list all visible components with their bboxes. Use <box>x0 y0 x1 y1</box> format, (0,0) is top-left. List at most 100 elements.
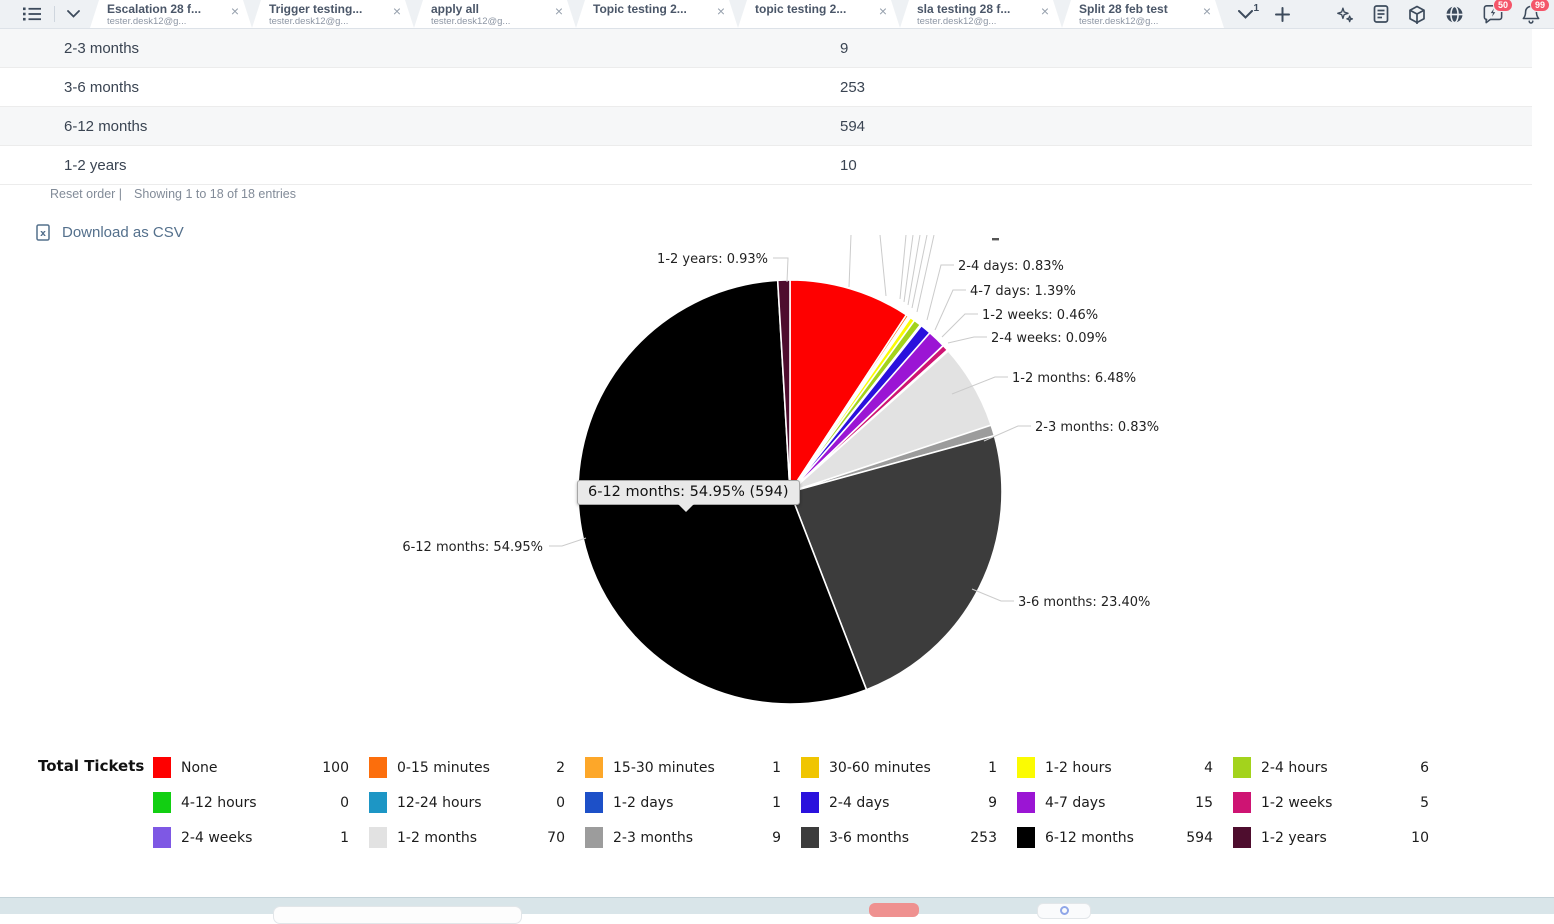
tab-overflow-chevron-icon[interactable]: 1 <box>1238 3 1259 19</box>
sparkles-icon[interactable] <box>1335 5 1354 24</box>
tab-title: Escalation 28 f... <box>107 3 202 16</box>
pie-label-6-12-months: 6-12 months: 54.95% <box>402 540 543 555</box>
leader-line <box>549 537 587 547</box>
chevron-down-icon[interactable] <box>67 10 80 18</box>
legend-swatch <box>369 792 387 813</box>
bottom-bar <box>0 897 1554 924</box>
legend-swatch <box>585 757 603 778</box>
legend-item[interactable]: 15-30 minutes 1 <box>585 750 801 785</box>
chart-tooltip: 6-12 months: 54.95% (594) <box>577 480 800 514</box>
legend-item[interactable]: 1-2 years 10 <box>1233 820 1449 855</box>
pie-label-3-6-months: 3-6 months: 23.40% <box>1018 595 1150 610</box>
leader-line <box>934 289 966 331</box>
divider <box>54 6 55 22</box>
legend-item[interactable]: 4-12 hours 0 <box>153 785 369 820</box>
leader-line <box>926 264 954 321</box>
tab-4[interactable]: Topic testing 2... × <box>576 0 738 28</box>
legend-item[interactable]: 30-60 minutes 1 <box>801 750 1017 785</box>
table-row[interactable]: 6-12 months 594 <box>0 107 1532 146</box>
pie-slice-none[interactable] <box>789 279 908 495</box>
reset-order-link[interactable]: Reset order | <box>50 187 123 201</box>
legend-item[interactable]: 12-24 hours 0 <box>369 785 585 820</box>
legend-item[interactable]: 2-3 months 9 <box>585 820 801 855</box>
tab-close-icon[interactable]: × <box>716 3 725 19</box>
table-row[interactable]: 1-2 years 10 <box>0 146 1532 185</box>
list-view-icon[interactable] <box>22 6 42 22</box>
bottom-pink-button[interactable] <box>869 903 919 917</box>
download-csv-button[interactable]: x Download as CSV <box>36 224 184 241</box>
legend-item[interactable]: 2-4 weeks 1 <box>153 820 369 855</box>
chart-legend: None 100 0-15 minutes 2 15-30 minutes 1 30-60 … <box>153 750 1449 855</box>
chat-bolt-icon[interactable]: 50 <box>1483 0 1513 24</box>
legend-value: 594 <box>1186 829 1213 846</box>
legend-item[interactable]: 0-15 minutes 2 <box>369 750 585 785</box>
legend-label: 12-24 hours <box>397 794 482 811</box>
tab-3[interactable]: apply all tester.desk12@g... × <box>414 0 576 28</box>
legend-swatch <box>153 757 171 778</box>
leader-line <box>951 376 1008 395</box>
document-icon[interactable] <box>1373 5 1389 23</box>
cube-icon[interactable] <box>1408 5 1426 24</box>
tab-close-icon[interactable]: × <box>392 3 401 19</box>
pie-slice-3-6-months[interactable] <box>788 434 1003 691</box>
bottom-button-icon <box>1059 906 1069 915</box>
tab-close-icon[interactable]: × <box>878 3 887 19</box>
row-label: 3-6 months <box>64 78 140 96</box>
pie-label-2-4-weeks: 2-4 weeks: 0.09% <box>991 331 1107 346</box>
tab-close-icon[interactable]: × <box>230 3 239 19</box>
legend-swatch <box>1017 792 1035 813</box>
legend-item[interactable]: 1-2 days 1 <box>585 785 801 820</box>
table-row[interactable]: 3-6 months 253 <box>0 68 1532 107</box>
tab-7[interactable]: Split 28 feb test tester.desk12@g... × <box>1062 0 1224 28</box>
legend-title: Total Tickets <box>38 757 145 775</box>
tab-close-icon[interactable]: × <box>1202 3 1211 19</box>
legend-swatch <box>369 757 387 778</box>
legend-value: 0 <box>556 794 565 811</box>
legend-item[interactable]: 1-2 hours 4 <box>1017 750 1233 785</box>
new-tab-plus-icon[interactable] <box>1275 6 1290 22</box>
legend-item[interactable]: 2-4 days 9 <box>801 785 1017 820</box>
legend-label: 30-60 minutes <box>829 759 931 776</box>
legend-item[interactable]: None 100 <box>153 750 369 785</box>
legend-item[interactable]: 2-4 hours 6 <box>1233 750 1449 785</box>
tab-1[interactable]: Escalation 28 f... tester.desk12@g... × <box>90 0 252 28</box>
legend-item[interactable]: 4-7 days 15 <box>1017 785 1233 820</box>
pie-label-1-2-months: 1-2 months: 6.48% <box>1012 371 1136 386</box>
legend-label: 1-2 years <box>1261 829 1327 846</box>
bell-icon[interactable]: 99 <box>1522 0 1550 24</box>
bottom-search-pill[interactable] <box>273 906 522 924</box>
legend-value: 1 <box>772 794 781 811</box>
leader-line <box>773 257 789 283</box>
leader-line <box>941 313 978 338</box>
tab-close-icon[interactable]: × <box>1040 3 1049 19</box>
legend-label: 0-15 minutes <box>397 759 490 776</box>
bottom-white-button[interactable] <box>1037 903 1091 919</box>
tab-5[interactable]: topic testing 2... × <box>738 0 900 28</box>
legend-swatch <box>1017 827 1035 848</box>
legend-item[interactable]: 3-6 months 253 <box>801 820 1017 855</box>
table-row[interactable]: 2-3 months 9 <box>0 29 1532 68</box>
tab-close-icon[interactable]: × <box>554 3 563 19</box>
legend-value: 70 <box>547 829 565 846</box>
pie-label-2-4-days: 2-4 days: 0.83% <box>958 259 1064 274</box>
tab-6[interactable]: sla testing 28 f... tester.desk12@g... × <box>900 0 1062 28</box>
legend-swatch <box>1233 827 1251 848</box>
legend-swatch <box>1233 757 1251 778</box>
legend-value: 2 <box>556 759 565 776</box>
tab-2[interactable]: Trigger testing... tester.desk12@g... × <box>252 0 414 28</box>
pie-slice-1-2-years[interactable] <box>776 279 791 493</box>
legend-label: 15-30 minutes <box>613 759 715 776</box>
legend-swatch <box>801 827 819 848</box>
legend-item[interactable]: 1-2 weeks 5 <box>1233 785 1449 820</box>
tab-subtitle: tester.desk12@g... <box>107 16 187 27</box>
legend-item[interactable]: 1-2 months 70 <box>369 820 585 855</box>
notifications-badge: 99 <box>1529 0 1550 12</box>
row-value: 10 <box>840 156 857 174</box>
legend-item[interactable]: 6-12 months 594 <box>1017 820 1233 855</box>
legend-label: 1-2 days <box>613 794 674 811</box>
globe-icon[interactable] <box>1445 5 1464 24</box>
leader-line-cutoff <box>848 235 852 288</box>
pie-label-2-3-months: 2-3 months: 0.83% <box>1035 420 1159 435</box>
leader-line-cutoff <box>899 235 907 300</box>
legend-label: 6-12 months <box>1045 829 1134 846</box>
